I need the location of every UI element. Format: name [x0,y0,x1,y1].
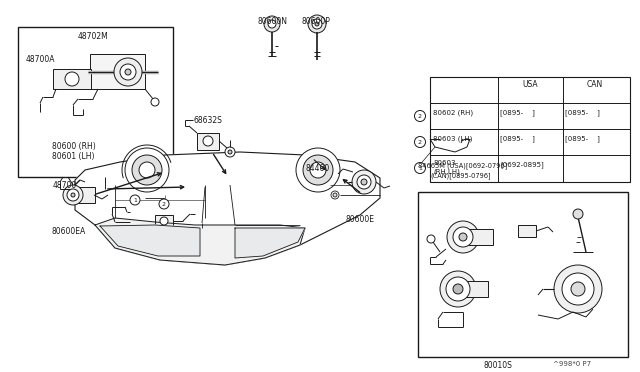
Bar [518,225,536,237]
Circle shape [139,162,155,178]
Circle shape [573,209,583,219]
Bar [418,192,628,357]
Circle shape [264,16,280,32]
Bar [155,215,173,227]
Text: [0895-    ]: [0895- ] [565,110,600,116]
Circle shape [361,179,367,185]
Text: ^998*0 P7: ^998*0 P7 [553,361,591,367]
Circle shape [331,191,339,199]
Text: (CAN)[0895-0796]: (CAN)[0895-0796] [430,172,491,179]
Bar [73,187,95,203]
Circle shape [303,155,333,185]
Circle shape [453,284,463,294]
Circle shape [427,235,435,243]
Text: 2: 2 [418,113,422,119]
Text: 80600P: 80600P [302,17,331,26]
Text: 84460: 84460 [305,164,329,173]
Text: 80010S: 80010S [483,361,512,370]
Text: 48702M: 48702M [78,32,109,41]
Circle shape [228,150,232,154]
Polygon shape [235,228,305,258]
Circle shape [333,193,337,197]
Text: 80602 (RH): 80602 (RH) [433,110,473,116]
Text: 80600 (RH): 80600 (RH) [52,142,96,151]
Circle shape [203,136,213,146]
Circle shape [459,233,467,241]
Circle shape [312,19,322,29]
Bar [53,69,91,89]
Text: 2: 2 [162,202,166,206]
Circle shape [308,15,326,33]
Text: 48700: 48700 [53,181,77,190]
Circle shape [315,22,319,26]
Text: (RH,LH): (RH,LH) [433,169,460,175]
Circle shape [554,265,602,313]
Circle shape [440,271,476,307]
Circle shape [120,64,136,80]
Circle shape [310,162,326,178]
Bar [90,54,145,89]
Bar [430,77,630,182]
Text: 2: 2 [418,140,422,144]
Text: 80601 (LH): 80601 (LH) [52,152,95,161]
Text: [0692-0895]: [0692-0895] [500,161,544,169]
Text: 68632S: 68632S [193,116,222,125]
Text: 80600E: 80600E [345,215,374,224]
Text: CAN: CAN [587,80,603,89]
Circle shape [132,155,162,185]
Circle shape [151,98,159,106]
Circle shape [352,170,376,194]
Circle shape [130,195,140,205]
Text: 80603 (LH): 80603 (LH) [433,136,472,142]
Text: 1: 1 [133,198,137,202]
Circle shape [63,185,83,205]
Text: USA: USA [522,80,538,89]
Circle shape [446,277,470,301]
Circle shape [415,163,426,173]
Circle shape [125,69,131,75]
Bar [18,27,173,177]
Circle shape [357,175,371,189]
Circle shape [562,273,594,305]
Circle shape [415,110,426,122]
Circle shape [296,148,340,192]
Text: [0895-    ]: [0895- ] [500,136,535,142]
Circle shape [160,217,168,225]
Bar [197,133,219,150]
Circle shape [447,221,479,253]
Circle shape [268,20,276,28]
Polygon shape [100,225,200,256]
Circle shape [67,189,79,201]
Circle shape [225,147,235,157]
Circle shape [71,193,75,197]
Circle shape [415,137,426,148]
Circle shape [571,282,585,296]
Circle shape [159,199,169,209]
Text: 80600EA: 80600EA [52,227,86,236]
Polygon shape [95,218,305,265]
Text: 1: 1 [418,166,422,170]
Circle shape [453,227,473,247]
Bar [458,281,488,297]
Text: 80603: 80603 [433,160,456,166]
Text: 84665M (USA)[0692-0796]: 84665M (USA)[0692-0796] [418,162,508,169]
Text: 48700A: 48700A [26,55,56,64]
Text: 80600N: 80600N [258,17,288,26]
Circle shape [125,148,169,192]
Circle shape [65,72,79,86]
Text: [0895-    ]: [0895- ] [500,110,535,116]
Polygon shape [75,152,380,265]
Circle shape [114,58,142,86]
Bar [463,229,493,245]
Text: [0895-    ]: [0895- ] [565,136,600,142]
